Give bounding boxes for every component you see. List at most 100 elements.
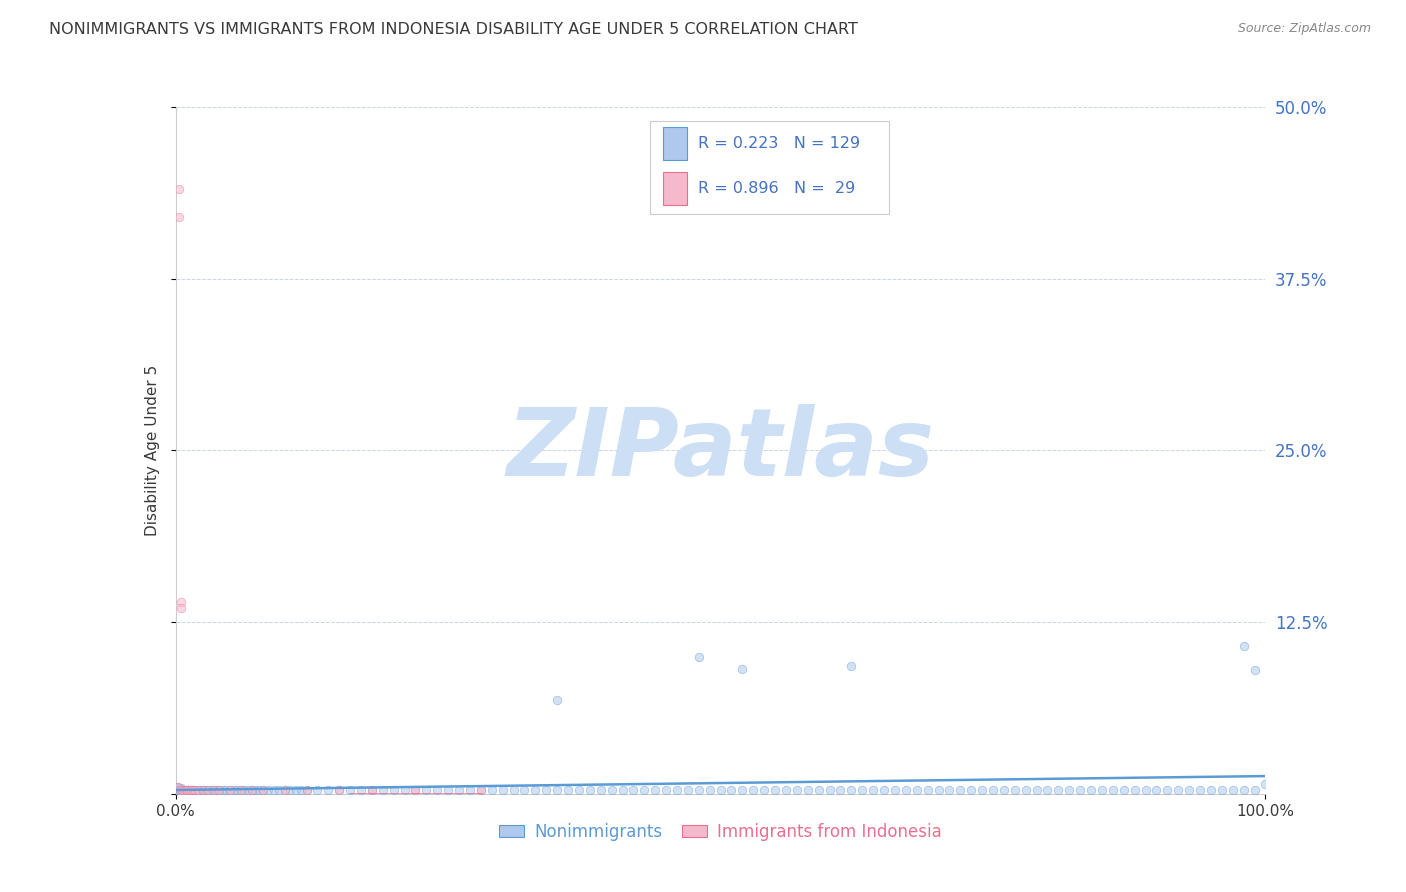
Point [318, 782, 340, 797]
Point [382, 782, 405, 797]
Point [236, 782, 259, 797]
Point [1135, 782, 1157, 797]
Point [170, 601, 193, 615]
Point [1199, 782, 1222, 797]
Point [202, 782, 225, 797]
Point [534, 782, 557, 797]
Point [169, 782, 191, 797]
Point [1057, 782, 1080, 797]
Point [1102, 782, 1125, 797]
Point [666, 782, 689, 797]
Text: R = 0.896   N =  29: R = 0.896 N = 29 [697, 181, 855, 196]
Point [437, 782, 460, 797]
Point [644, 782, 666, 797]
Point [167, 210, 190, 224]
Point [166, 780, 188, 794]
Bar [662, 127, 686, 160]
Point [568, 782, 591, 797]
Point [191, 782, 214, 797]
Point [579, 782, 602, 797]
Point [426, 782, 449, 797]
Point [405, 782, 427, 797]
Point [174, 782, 197, 797]
Point [917, 782, 939, 797]
Point [688, 649, 710, 664]
Point [172, 782, 194, 797]
Point [172, 782, 194, 797]
Point [470, 782, 492, 797]
Point [1047, 782, 1070, 797]
Point [197, 782, 219, 797]
Point [197, 782, 219, 797]
Point [274, 782, 297, 797]
Point [1232, 782, 1256, 797]
Point [231, 782, 253, 797]
Point [211, 782, 233, 797]
Point [179, 782, 201, 797]
Point [172, 782, 194, 797]
Point [233, 782, 256, 797]
Point [884, 782, 907, 797]
Point [186, 782, 209, 797]
Point [1243, 663, 1265, 677]
Point [328, 782, 350, 797]
Point [1036, 782, 1059, 797]
Point [1232, 639, 1256, 653]
Point [470, 782, 492, 797]
Point [481, 782, 503, 797]
Point [1004, 782, 1026, 797]
Point [1144, 782, 1167, 797]
Point [269, 782, 291, 797]
Point [231, 782, 253, 797]
Point [350, 782, 373, 797]
Point [360, 782, 382, 797]
Point [177, 782, 200, 797]
Point [176, 782, 198, 797]
Point [169, 782, 191, 797]
Point [862, 782, 884, 797]
Point [191, 782, 214, 797]
Point [245, 782, 267, 797]
Point [225, 782, 247, 797]
Point [1222, 782, 1244, 797]
Point [851, 782, 873, 797]
Point [1025, 782, 1047, 797]
Point [405, 782, 427, 797]
Point [202, 782, 225, 797]
Point [1178, 782, 1201, 797]
Point [775, 782, 797, 797]
Point [184, 782, 207, 797]
Point [1254, 777, 1277, 791]
Point [174, 782, 197, 797]
Point [181, 782, 204, 797]
Text: NONIMMIGRANTS VS IMMIGRANTS FROM INDONESIA DISABILITY AGE UNDER 5 CORRELATION CH: NONIMMIGRANTS VS IMMIGRANTS FROM INDONES… [49, 22, 858, 37]
Point [894, 782, 917, 797]
Point [257, 782, 280, 797]
Point [1243, 782, 1265, 797]
Point [633, 782, 655, 797]
Point [360, 782, 382, 797]
FancyBboxPatch shape [650, 120, 890, 213]
Point [222, 782, 245, 797]
Point [928, 782, 950, 797]
Point [905, 782, 928, 797]
Point [600, 782, 623, 797]
Text: ZIPatlas: ZIPatlas [506, 404, 935, 497]
Point [167, 781, 190, 796]
Point [1211, 782, 1233, 797]
Y-axis label: Disability Age Under 5: Disability Age Under 5 [145, 365, 160, 536]
Point [295, 782, 318, 797]
Point [754, 782, 776, 797]
Legend: Nonimmigrants, Immigrants from Indonesia: Nonimmigrants, Immigrants from Indonesia [492, 816, 949, 847]
Point [284, 782, 307, 797]
Text: Source: ZipAtlas.com: Source: ZipAtlas.com [1237, 22, 1371, 36]
Point [589, 782, 612, 797]
Point [201, 782, 224, 797]
Point [1112, 782, 1135, 797]
Point [208, 782, 231, 797]
Point [215, 782, 238, 797]
Point [546, 782, 568, 797]
Point [981, 782, 1004, 797]
Point [621, 782, 644, 797]
Point [807, 782, 830, 797]
